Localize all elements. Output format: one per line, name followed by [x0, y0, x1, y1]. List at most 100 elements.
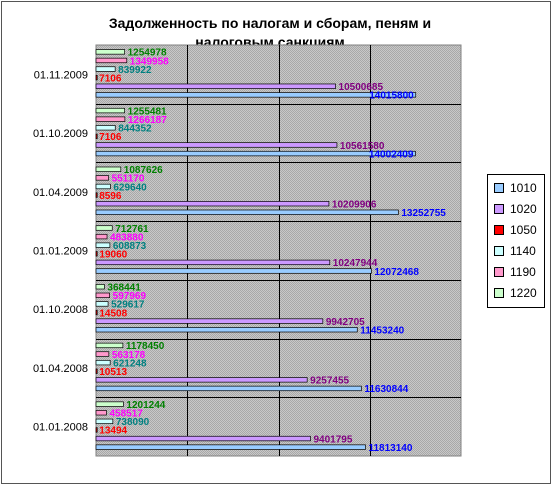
bar-1020: [95, 377, 308, 383]
data-label-1190: 551170: [112, 174, 145, 185]
bar-1220: [95, 401, 124, 407]
legend-item-1140: 1140: [494, 243, 536, 259]
category-label: 01.01.2008: [33, 422, 88, 434]
data-label-1190: 1349958: [130, 56, 169, 67]
legend-label: 1140: [510, 244, 536, 258]
data-label-1140: 629640: [113, 182, 147, 193]
data-label-1010: 12072468: [374, 267, 419, 278]
bar-1190: [95, 292, 110, 298]
data-label-1020: 10500685: [339, 82, 384, 93]
category-label: 01.04.2009: [33, 187, 88, 199]
bar-1140: [95, 125, 116, 131]
data-label-1050: 19060: [99, 250, 127, 261]
data-label-1020: 10247944: [333, 258, 378, 269]
legend-swatch: [494, 183, 504, 193]
bar-1020: [95, 142, 338, 148]
data-label-1140: 839922: [118, 65, 152, 76]
bar-1190: [95, 410, 107, 416]
bar-1010: [95, 268, 372, 274]
data-label-1020: 9257455: [310, 376, 349, 387]
bar-1010: [95, 209, 399, 215]
legend: 1010 1020 1050 1140 1190 1220: [487, 174, 545, 308]
bar-1190: [95, 351, 110, 357]
data-label-1220: 1178450: [126, 341, 165, 352]
bar-1220: [95, 342, 124, 349]
bar-1010: [95, 92, 417, 98]
bar-1220: [95, 284, 105, 290]
data-label-1050: 8596: [99, 191, 122, 202]
bar-1220: [95, 49, 125, 55]
bar-1050: [95, 192, 98, 198]
data-label-1010: 11630844: [364, 384, 408, 395]
data-label-1050: 13494: [99, 426, 127, 437]
data-label-1220: 712761: [115, 224, 149, 235]
bar-1220: [95, 166, 122, 172]
legend-label: 1020: [510, 202, 537, 216]
data-label-1190: 483880: [110, 232, 144, 243]
data-label-1140: 844352: [118, 124, 152, 135]
bar-1140: [95, 301, 109, 307]
bar-1140: [95, 242, 111, 248]
bar-1140: [95, 183, 111, 190]
data-label-1220: 368441: [107, 283, 141, 294]
bar-1020: [95, 435, 311, 442]
legend-swatch: [494, 204, 504, 214]
data-label-1010: 14015800: [369, 91, 414, 102]
category-label: 01.11.2009: [34, 69, 88, 81]
data-label-1010: 11813140: [368, 443, 412, 454]
category-label: 01.04.2008: [33, 363, 88, 375]
data-label-1220: 1087626: [124, 165, 163, 176]
category-label: 01.10.2009: [33, 128, 88, 140]
legend-swatch: [494, 246, 504, 256]
chart-title-line1: Задолженность по налогам и сборам, пеням…: [108, 15, 432, 31]
data-label-1140: 621248: [113, 358, 147, 369]
bar-1140: [95, 66, 116, 72]
bar-1010: [95, 385, 362, 392]
data-label-1220: 1201244: [126, 400, 165, 411]
legend-item-1020: 1020: [494, 201, 537, 217]
category-label: 01.01.2009: [33, 246, 88, 258]
bar-1140: [95, 359, 111, 366]
legend-label: 1010: [510, 181, 537, 195]
data-label-1050: 10513: [99, 367, 127, 378]
bar-1050: [95, 427, 98, 433]
data-label-1140: 608873: [113, 241, 147, 252]
bar-1190: [95, 57, 128, 64]
legend-swatch: [494, 225, 504, 235]
bar-1020: [95, 83, 336, 89]
bar-1020: [95, 318, 324, 324]
bar-1140: [95, 418, 114, 424]
bar-1010: [95, 150, 416, 157]
bar-1190: [95, 116, 126, 122]
bar-1190: [95, 175, 109, 181]
bar-1010: [95, 327, 358, 333]
data-label-1190: 458517: [109, 409, 143, 420]
data-label-1020: 10209906: [332, 199, 377, 210]
bar-1220: [95, 107, 125, 114]
data-label-1010: 13252755: [401, 208, 446, 219]
data-label-1220: 1255481: [128, 106, 167, 117]
data-label-1220: 1254978: [128, 48, 167, 59]
data-label-1020: 9942705: [326, 317, 365, 328]
bar-1050: [95, 75, 98, 81]
bar-1050: [95, 368, 98, 374]
data-label-1020: 10561580: [340, 141, 385, 152]
bar-1050: [95, 309, 98, 316]
legend-item-1220: 1220: [494, 285, 537, 301]
data-label-1190: 597969: [113, 291, 147, 302]
legend-swatch: [494, 288, 504, 298]
bar-1020: [95, 201, 330, 207]
data-label-1190: 1266187: [128, 115, 167, 126]
data-label-1020: 9401795: [313, 434, 352, 445]
bar-1010: [95, 444, 366, 450]
legend-item-1050: 1050: [494, 222, 537, 238]
legend-item-1190: 1190: [494, 264, 536, 280]
data-label-1050: 7106: [99, 73, 122, 84]
data-label-1050: 14508: [99, 308, 127, 319]
bar-1050: [95, 133, 98, 140]
category-label: 01.10.2008: [33, 304, 88, 316]
bar-1190: [95, 233, 108, 240]
data-label-1050: 7106: [99, 132, 122, 143]
data-label-1140: 529617: [111, 300, 145, 311]
